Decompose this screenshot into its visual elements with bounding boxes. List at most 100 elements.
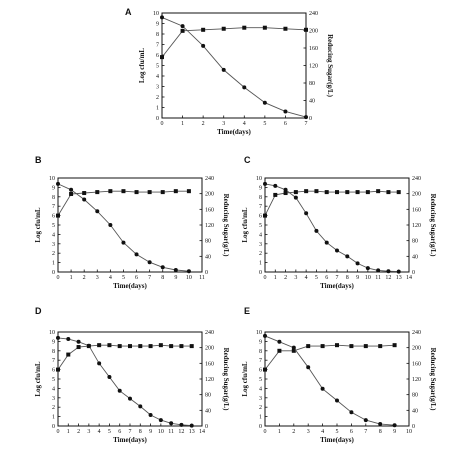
y-tick-label: 5: [52, 377, 55, 383]
x-tick-label: 1: [67, 429, 70, 435]
data-point-circle: [56, 335, 60, 340]
x-tick-label: 6: [284, 121, 287, 127]
data-point-circle: [355, 261, 360, 266]
y-tick-label: 6: [156, 53, 159, 59]
data-point-square: [345, 190, 350, 195]
data-point-square: [355, 190, 360, 195]
data-point-square: [128, 344, 132, 349]
x-tick-label: 3: [87, 429, 90, 435]
y2-tick-label: 80: [205, 239, 211, 245]
y-tick-label: 6: [259, 368, 262, 374]
y-tick-label: 4: [52, 232, 55, 238]
data-point-circle: [56, 181, 60, 186]
y-tick-label: 6: [52, 214, 55, 220]
x-tick-label: 4: [109, 275, 112, 281]
y2-axis-title: Reducing Sugar(g/L): [222, 348, 230, 411]
x-axis-title: Time(days): [113, 282, 147, 290]
data-point-square: [291, 348, 296, 353]
y-tick-label: 10: [153, 11, 159, 17]
x-tick-label: 9: [393, 429, 396, 435]
y-tick-label: 9: [259, 185, 262, 191]
data-point-square: [95, 190, 100, 195]
y2-tick-label: 160: [205, 361, 214, 367]
data-point-square: [189, 344, 194, 349]
data-point-square: [56, 367, 60, 372]
x-tick-label: 10: [406, 429, 412, 435]
data-point-circle: [134, 252, 139, 257]
data-point-circle: [95, 209, 100, 214]
x-tick-label: 7: [305, 121, 308, 127]
data-point-square: [121, 189, 126, 194]
data-point-square: [160, 190, 165, 195]
x-tick-label: 8: [161, 275, 164, 281]
data-point-circle: [304, 211, 309, 216]
y2-tick-label: 80: [412, 393, 418, 399]
data-point-square: [147, 190, 152, 195]
x-tick-label: 10: [365, 275, 371, 281]
data-point-square: [293, 190, 298, 195]
series-line-reducing-sugar: [264, 183, 399, 273]
data-point-circle: [293, 195, 298, 200]
data-point-circle: [396, 269, 401, 274]
data-point-square: [221, 26, 226, 31]
y-tick-label: 2: [52, 251, 55, 257]
x-axis-title: Time(days): [320, 282, 354, 290]
data-point-circle: [262, 100, 267, 105]
y2-axis-title: Reducing Sugar(g/L): [429, 348, 437, 411]
x-tick-label: 6: [350, 429, 353, 435]
y-tick-label: 8: [259, 195, 262, 201]
x-tick-label: 4: [98, 429, 101, 435]
x-tick-label: 9: [149, 429, 152, 435]
x-tick-label: 0: [161, 121, 164, 127]
data-point-circle: [108, 223, 113, 227]
x-tick-label: 5: [336, 429, 339, 435]
data-point-circle: [169, 421, 174, 426]
y-tick-label: 6: [259, 214, 262, 220]
y2-tick-label: 0: [412, 424, 415, 430]
data-point-square: [66, 352, 71, 357]
data-point-square: [76, 345, 81, 350]
y2-tick-label: 200: [309, 29, 318, 35]
data-point-circle: [376, 268, 381, 273]
data-point-square: [82, 191, 87, 196]
y-tick-label: 8: [156, 32, 159, 38]
series-line-log-cfu: [161, 27, 307, 58]
y2-tick-label: 240: [412, 176, 421, 182]
y-tick-label: 9: [52, 339, 55, 345]
x-tick-label: 9: [174, 275, 177, 281]
y2-tick-label: 200: [412, 346, 421, 352]
x-tick-label: 7: [129, 429, 132, 435]
y-tick-label: 10: [49, 176, 55, 182]
data-point-circle: [148, 413, 153, 418]
y2-tick-label: 200: [412, 192, 421, 198]
y-tick-label: 0: [259, 270, 262, 276]
data-point-square: [304, 189, 309, 194]
x-tick-label: 11: [199, 275, 205, 281]
data-point-square: [148, 344, 153, 349]
x-tick-label: 6: [325, 275, 328, 281]
data-point-square: [117, 344, 122, 349]
x-tick-label: 5: [315, 275, 318, 281]
data-point-square: [242, 25, 247, 30]
data-point-circle: [180, 24, 185, 29]
x-tick-label: 2: [284, 275, 287, 281]
data-point-circle: [69, 187, 74, 192]
y2-tick-label: 120: [205, 377, 214, 383]
x-tick-label: 14: [406, 275, 412, 281]
y2-tick-label: 120: [205, 223, 214, 229]
data-point-circle: [189, 423, 194, 428]
data-point-square: [277, 348, 282, 353]
x-tick-label: 12: [385, 275, 391, 281]
data-point-circle: [335, 398, 339, 403]
data-point-square: [180, 28, 185, 33]
y2-tick-label: 240: [412, 330, 421, 336]
x-tick-label: 7: [148, 275, 151, 281]
y2-tick-label: 80: [205, 393, 211, 399]
y-tick-label: 2: [259, 405, 262, 411]
data-point-circle: [378, 422, 383, 427]
y-tick-label: 3: [156, 85, 159, 91]
y-tick-label: 6: [52, 368, 55, 374]
data-point-circle: [82, 197, 87, 202]
data-point-circle: [138, 404, 143, 409]
y-axis-title: Log cfu/mL: [34, 207, 42, 243]
